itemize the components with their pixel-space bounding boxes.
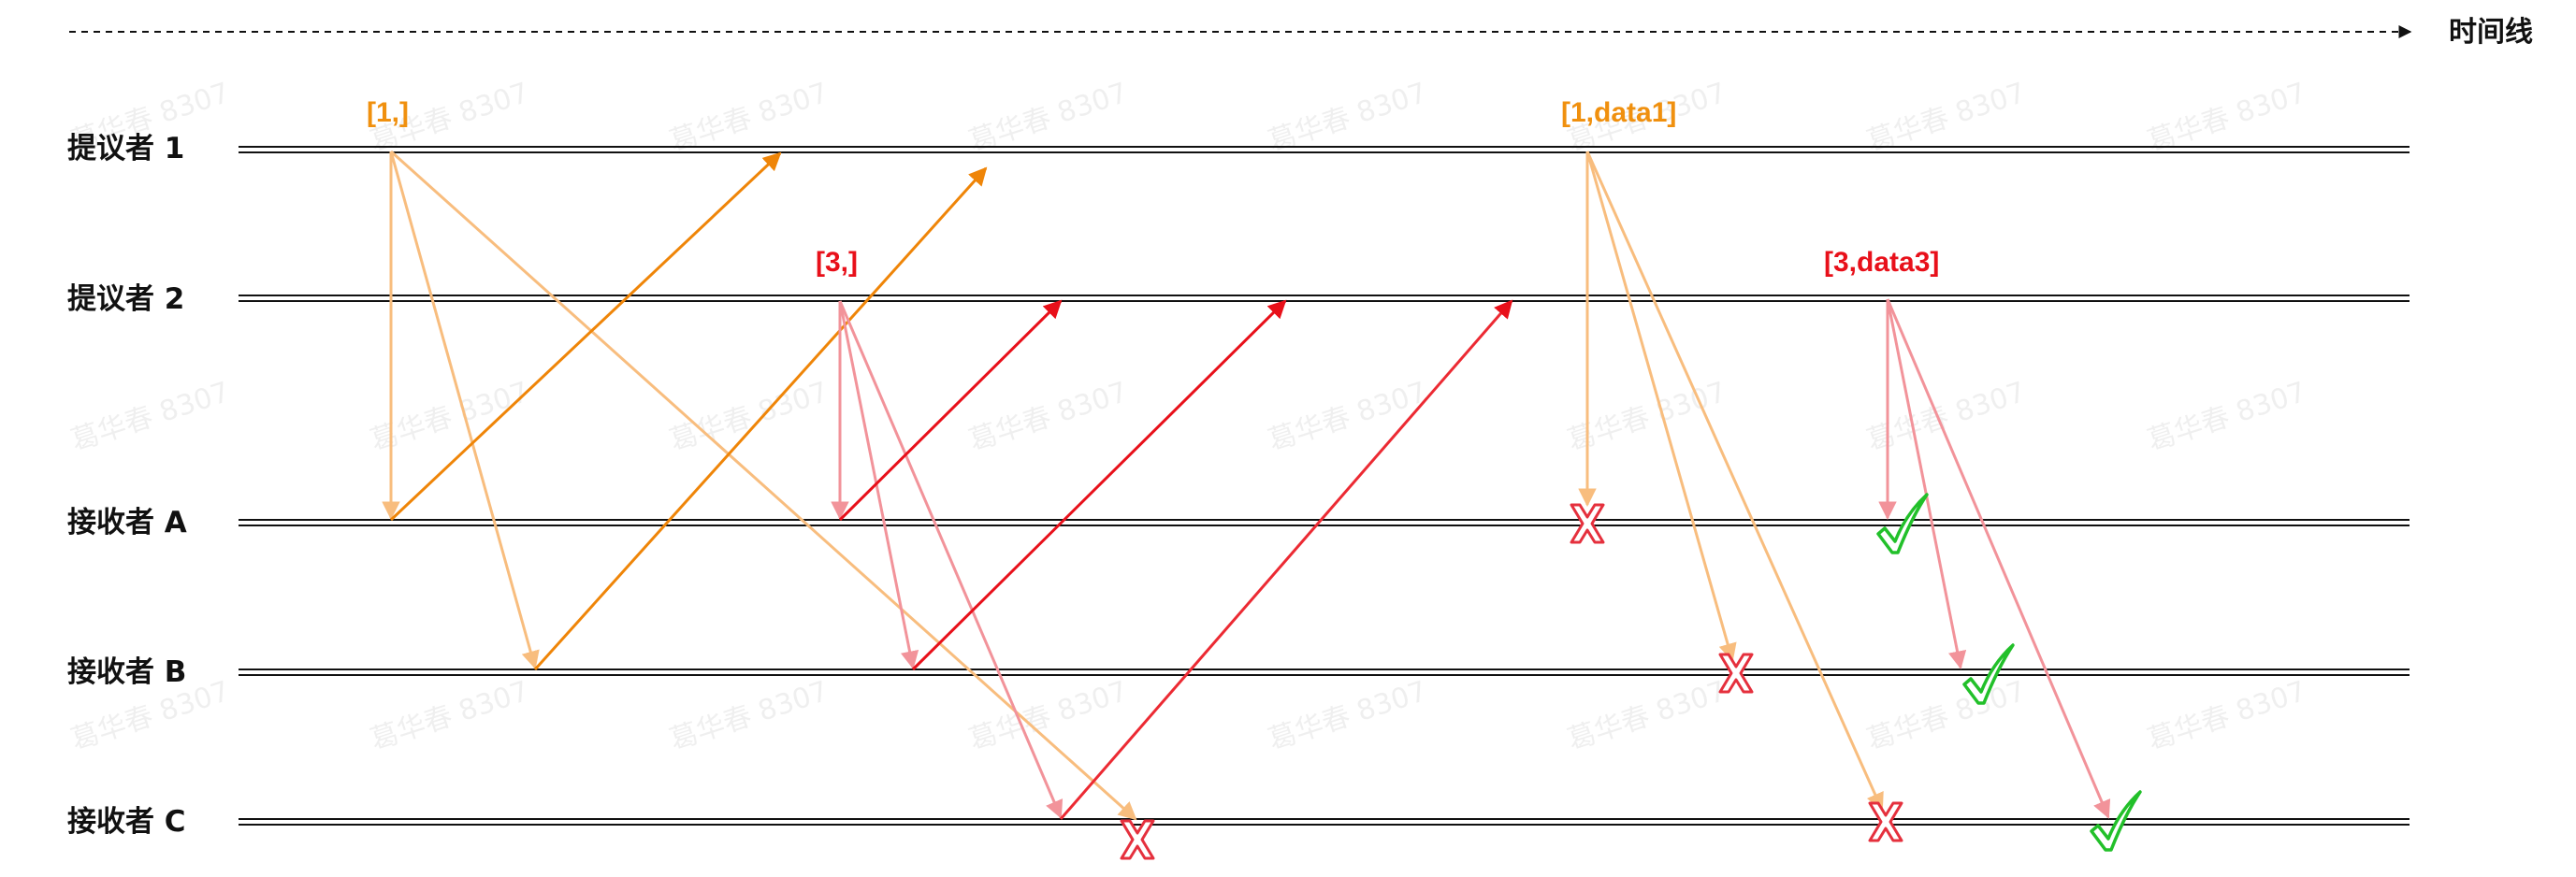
watermark-text: 葛华春 8307 xyxy=(1564,675,1730,757)
arrow-prepare-1-to-c xyxy=(389,150,1137,821)
arrow-promise-b-to-p2 xyxy=(911,299,1287,671)
arrow-prepare-3-to-c xyxy=(838,300,1064,819)
participant-labels: 提议者 1 提议者 2 接收者 A 接收者 B 接收者 C xyxy=(67,132,187,839)
arrow-prepare-1-to-b xyxy=(389,151,540,669)
accept-3-requests xyxy=(1878,298,2111,819)
arrow-promise-c-to-p2 xyxy=(1059,299,1513,820)
rejections xyxy=(1120,503,1903,860)
lane-proposer-1 xyxy=(239,146,2410,153)
arrow-accept-1-to-c xyxy=(1585,151,1884,812)
timeline: 时间线 xyxy=(69,16,2533,49)
watermark-text: 葛华春 8307 xyxy=(666,675,832,757)
lane-acceptor-a xyxy=(239,519,2410,526)
watermark-text: 葛华春 8307 xyxy=(1265,376,1431,458)
prepare-1-requests xyxy=(382,150,1137,821)
watermark-text: 葛华春 8307 xyxy=(67,376,234,458)
proposal-label-prepare-1: [1,] xyxy=(367,97,409,128)
check-mark-icon xyxy=(2090,790,2142,852)
watermark-text: 葛华春 8307 xyxy=(2144,376,2310,458)
proposal-labels: [1,] [3,] [1,data1] [3,data3] xyxy=(367,97,1939,278)
x-mark-icon xyxy=(1868,801,1903,842)
acceptances xyxy=(1876,493,2142,852)
x-mark-icon xyxy=(1570,503,1605,544)
lanes xyxy=(239,146,2410,826)
proposer-1-label: 提议者 1 xyxy=(67,132,184,165)
x-mark-icon xyxy=(1120,819,1155,860)
arrow-accept-3-to-c xyxy=(1886,298,2111,819)
acceptor-b-label: 接收者 B xyxy=(67,655,186,689)
prepare-3-promises xyxy=(838,299,1513,820)
lane-acceptor-b xyxy=(239,669,2410,676)
watermark-text: 葛华春 8307 xyxy=(2144,675,2310,757)
prepare-3-requests xyxy=(831,300,1064,819)
watermark-text: 葛华春 8307 xyxy=(666,376,832,458)
lane-acceptor-c xyxy=(239,818,2410,826)
proposal-label-accept-1: [1,data1] xyxy=(1561,97,1676,128)
arrow-promise-a-to-p1 xyxy=(389,151,782,522)
proposal-label-prepare-3: [3,] xyxy=(816,247,858,278)
check-mark-icon xyxy=(1962,643,2015,705)
x-mark-icon xyxy=(1718,653,1754,694)
arrow-promise-a-to-p2 xyxy=(838,299,1063,522)
lane-proposer-2 xyxy=(239,295,2410,302)
arrow-accept-3-to-b xyxy=(1886,298,1967,669)
accept-1-requests xyxy=(1578,151,1884,812)
arrow-accept-1-to-b xyxy=(1585,151,1737,662)
proposer-2-label: 提议者 2 xyxy=(67,282,184,316)
watermark-text: 葛华春 8307 xyxy=(1863,675,2030,757)
watermark-layer: 葛华春 8307 葛华春 8307 葛华春 8307 葛华春 8307 葛华春 … xyxy=(67,77,2310,757)
check-mark-icon xyxy=(1876,493,1929,554)
watermark-text: 葛华春 8307 xyxy=(965,376,1132,458)
arrow-promise-b-to-p1 xyxy=(533,166,988,671)
timeline-label: 时间线 xyxy=(2449,16,2533,49)
proposal-label-accept-3: [3,data3] xyxy=(1824,247,1939,278)
prepare-1-promises xyxy=(389,151,988,671)
watermark-text: 葛华春 8307 xyxy=(367,675,533,757)
watermark-text: 葛华春 8307 xyxy=(1265,675,1431,757)
acceptor-a-label: 接收者 A xyxy=(67,506,187,539)
acceptor-c-label: 接收者 C xyxy=(67,805,186,839)
